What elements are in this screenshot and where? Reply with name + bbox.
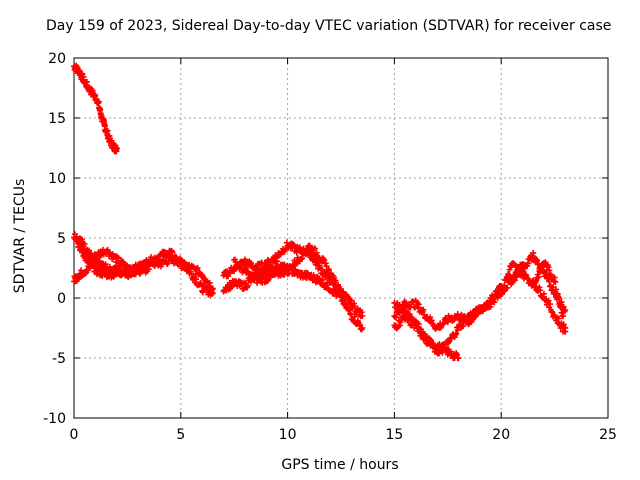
x-tick-label: 0 — [70, 427, 79, 443]
data-point — [348, 301, 355, 307]
data-point — [265, 276, 272, 283]
data-point — [115, 254, 122, 261]
x-axis-label: GPS time / hours — [281, 457, 399, 473]
data-point — [555, 315, 562, 322]
data-point — [557, 304, 564, 311]
series-trace-f — [231, 242, 355, 308]
data-point — [95, 98, 102, 105]
data-point — [199, 289, 206, 296]
y-tick-label: -5 — [52, 351, 66, 367]
y-tick-label: 10 — [48, 171, 66, 187]
data-point — [293, 249, 300, 256]
data-series — [71, 62, 569, 362]
data-point — [537, 287, 544, 294]
data-point — [359, 325, 366, 331]
data-point — [453, 330, 460, 337]
data-point — [78, 267, 85, 274]
data-point — [209, 285, 216, 292]
data-point — [80, 74, 87, 81]
x-tick-label: 15 — [385, 427, 403, 443]
data-point — [145, 266, 152, 273]
chart-title: Day 159 of 2023, Sidereal Day-to-day VTE… — [46, 18, 612, 34]
data-point — [332, 277, 339, 284]
data-point — [410, 319, 417, 326]
data-point — [194, 264, 201, 271]
data-point — [540, 290, 547, 297]
data-point — [338, 286, 344, 293]
data-point — [177, 258, 184, 265]
data-point — [415, 301, 422, 308]
data-point — [403, 311, 410, 318]
data-point — [547, 301, 554, 308]
y-tick-label: 20 — [48, 51, 66, 67]
y-tick-label: 0 — [57, 291, 66, 307]
data-point — [112, 258, 119, 265]
x-tick-label: 20 — [492, 427, 510, 443]
data-point — [325, 266, 332, 273]
data-point — [113, 145, 120, 151]
y-tick-label: -10 — [43, 411, 66, 427]
data-point — [505, 271, 512, 278]
series-high-branch — [71, 62, 120, 155]
data-point — [324, 279, 331, 286]
data-point — [406, 315, 413, 322]
x-tick-label: 25 — [599, 427, 617, 443]
y-tick-label: 15 — [48, 111, 66, 127]
data-point — [550, 284, 557, 291]
data-point — [545, 297, 552, 304]
data-point — [552, 278, 559, 285]
data-point — [562, 328, 569, 335]
series-trace-e — [220, 258, 366, 333]
data-point — [530, 249, 537, 256]
y-axis-label: SDTVAR / TECUs — [12, 178, 28, 294]
data-point — [249, 271, 256, 278]
data-point — [351, 303, 358, 310]
series-trace-i — [391, 311, 462, 362]
data-point — [130, 265, 137, 272]
data-point — [169, 249, 176, 256]
data-point — [104, 127, 111, 134]
data-point — [424, 340, 431, 347]
data-point — [334, 281, 341, 288]
data-point — [273, 258, 280, 265]
series-trace-d — [220, 239, 366, 320]
data-point — [81, 240, 88, 247]
data-point — [244, 282, 251, 289]
data-point — [501, 282, 508, 289]
series-trace-c — [75, 241, 152, 281]
data-point — [516, 266, 523, 273]
data-point — [455, 355, 462, 361]
x-tick-label: 10 — [279, 427, 297, 443]
data-point — [562, 307, 569, 313]
data-point — [559, 313, 566, 320]
data-point — [293, 260, 300, 267]
y-tick-label: 5 — [57, 231, 66, 247]
axis-ticks: 0 5 10 15 20 25 -10 -5 0 5 10 15 20 — [43, 51, 617, 443]
data-point — [486, 301, 493, 308]
data-point — [312, 245, 319, 252]
data-point — [284, 270, 291, 277]
data-point — [392, 314, 399, 321]
data-point — [439, 349, 446, 356]
data-point — [351, 313, 358, 320]
data-point — [555, 294, 562, 301]
data-point — [359, 313, 366, 319]
x-tick-label: 5 — [176, 427, 185, 443]
series-trace-k — [530, 259, 569, 331]
grid-lines — [74, 58, 608, 418]
data-point — [535, 274, 542, 281]
data-point — [299, 255, 306, 262]
series-trace-l — [498, 260, 569, 335]
